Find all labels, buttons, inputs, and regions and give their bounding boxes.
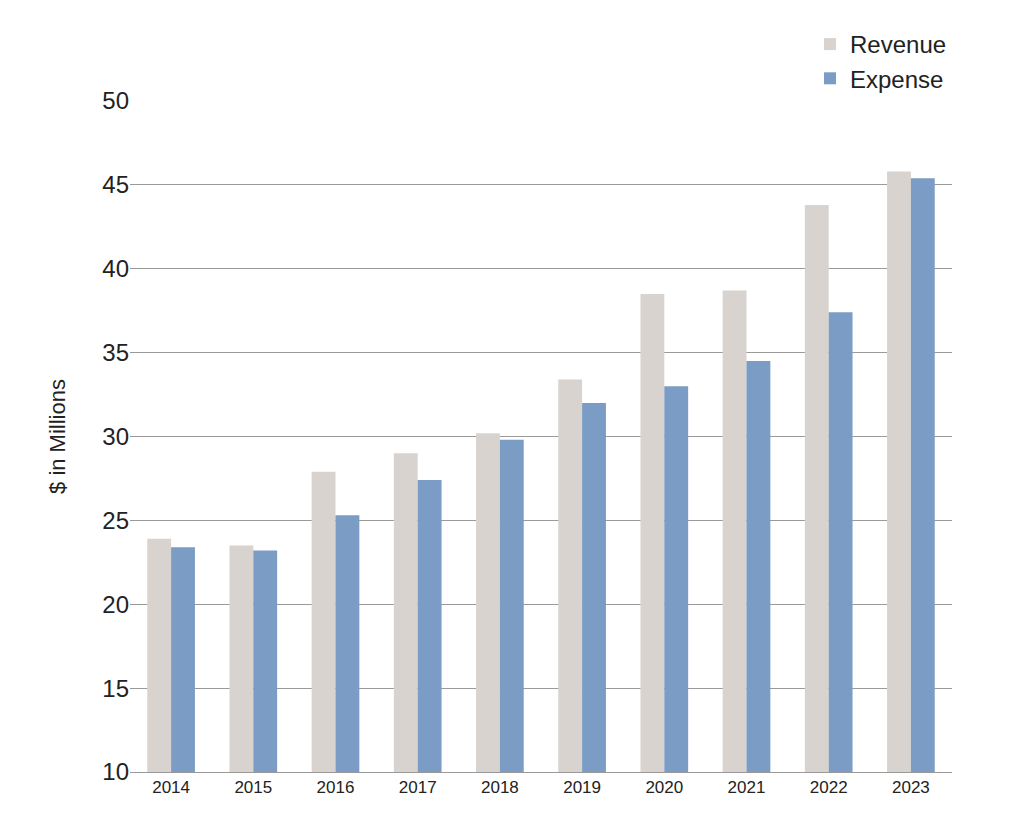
svg-text:20: 20 (102, 591, 129, 618)
svg-text:50: 50 (102, 87, 129, 114)
svg-text:40: 40 (102, 255, 129, 282)
svg-text:35: 35 (102, 339, 129, 366)
svg-text:2017: 2017 (399, 778, 437, 797)
svg-text:2018: 2018 (481, 778, 519, 797)
svg-text:2020: 2020 (645, 778, 683, 797)
svg-text:2015: 2015 (234, 778, 272, 797)
svg-text:Revenue: Revenue (850, 31, 946, 58)
svg-text:45: 45 (102, 171, 129, 198)
svg-text:2019: 2019 (563, 778, 601, 797)
svg-text:2016: 2016 (317, 778, 355, 797)
svg-text:Expense: Expense (850, 66, 943, 93)
svg-text:2022: 2022 (810, 778, 848, 797)
svg-text:2023: 2023 (892, 778, 930, 797)
svg-text:25: 25 (102, 507, 129, 534)
svg-text:15: 15 (102, 675, 129, 702)
svg-text:$ in Millions: $ in Millions (45, 379, 70, 494)
svg-text:30: 30 (102, 423, 129, 450)
svg-text:2014: 2014 (152, 778, 190, 797)
svg-text:2021: 2021 (728, 778, 766, 797)
svg-text:10: 10 (102, 758, 129, 785)
